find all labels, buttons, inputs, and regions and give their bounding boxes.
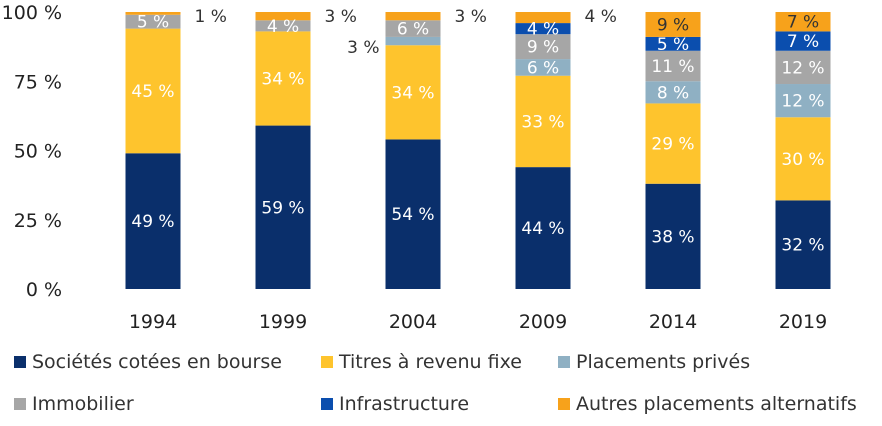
y-tick-label: 25 %	[14, 210, 62, 232]
legend-label: Placements privés	[576, 351, 750, 373]
bar-segment	[385, 20, 441, 37]
bar-segment	[385, 139, 441, 289]
y-tick-label: 0 %	[26, 279, 62, 301]
bars	[125, 12, 831, 289]
data-label: 3 %	[347, 38, 379, 58]
bar-segment	[125, 14, 181, 29]
data-label: 45 %	[131, 82, 174, 102]
data-label: 9 %	[657, 15, 689, 35]
data-label: 4 %	[585, 7, 617, 27]
data-label: 34 %	[391, 83, 434, 103]
data-label: 6 %	[397, 20, 429, 40]
bar-segment	[775, 117, 831, 201]
data-label: 3 %	[325, 7, 357, 27]
bar-segment	[515, 167, 571, 289]
data-label: 44 %	[521, 219, 564, 239]
bar-segment	[255, 125, 311, 289]
data-label: 33 %	[521, 112, 564, 132]
data-label: 49 %	[131, 212, 174, 232]
bar-segment	[255, 31, 311, 126]
data-label: 30 %	[781, 150, 824, 170]
data-label: 59 %	[261, 198, 304, 218]
y-tick-label: 100 %	[2, 2, 62, 24]
bar-segment	[385, 12, 441, 21]
bar-segment	[645, 50, 701, 82]
data-label: 1 %	[195, 7, 227, 27]
bar-segment	[385, 45, 441, 140]
bar-segment	[645, 12, 701, 37]
x-tick-label: 1999	[259, 311, 307, 333]
data-label: 38 %	[651, 227, 694, 247]
legend-label: Immobilier	[32, 393, 134, 415]
data-label: 7 %	[787, 13, 819, 33]
bar-segment	[515, 59, 571, 76]
legend-item: Immobilier	[14, 393, 134, 415]
x-tick-label: 1994	[129, 311, 177, 333]
bar-segment	[645, 183, 701, 289]
data-labels: 49 % 45 % 5 % 1 % 59 % 34 % 4 % 3 % 54 % 34 % 3 % 6…	[131, 7, 824, 256]
bar-segment	[645, 81, 701, 104]
data-label: 5 %	[657, 35, 689, 55]
bar-segment	[385, 36, 441, 46]
data-label: 12 %	[781, 58, 824, 78]
x-tick-label: 2009	[519, 311, 567, 333]
legend-label: Titres à revenu fixe	[338, 351, 522, 373]
y-tick-label: 75 %	[14, 71, 62, 93]
data-label: 11 %	[651, 57, 694, 77]
data-label: 7 %	[787, 32, 819, 52]
bar-segment	[775, 50, 831, 85]
data-label: 9 %	[527, 38, 559, 58]
bar-segment	[515, 75, 571, 168]
bar-segment	[775, 12, 831, 32]
legend-item: Titres à revenu fixe	[321, 351, 522, 373]
data-label: 32 %	[781, 236, 824, 256]
legend-item: Autres placements alternatifs	[558, 393, 857, 415]
bar-segment	[775, 84, 831, 118]
bar-segment	[125, 28, 181, 154]
bar-segment	[645, 36, 701, 51]
data-label: 54 %	[391, 205, 434, 225]
data-label: 34 %	[261, 69, 304, 89]
data-label: 8 %	[657, 83, 689, 103]
x-tick-label: 2004	[389, 311, 437, 333]
data-label: 4 %	[527, 20, 559, 40]
data-label: 29 %	[651, 135, 694, 155]
legend-swatch	[321, 398, 333, 410]
legend-item: Infrastructure	[321, 393, 469, 415]
bar-segment	[125, 153, 181, 289]
legend-swatch	[14, 398, 26, 410]
bar-segment	[255, 12, 311, 21]
x-axis: 1994 1999 2004 2009 2014 2019	[129, 311, 827, 333]
x-tick-label: 2019	[779, 311, 827, 333]
legend-item: Sociétés cotées en bourse	[14, 351, 282, 373]
legend-label: Autres placements alternatifs	[576, 393, 857, 415]
legend-item: Placements privés	[558, 351, 750, 373]
data-label: 4 %	[267, 17, 299, 37]
legend: Sociétés cotées en bourse Titres à revenu…	[14, 351, 857, 415]
bar-segment	[775, 200, 831, 289]
bar-segment	[515, 23, 571, 35]
data-label: 5 %	[137, 13, 169, 33]
x-tick-label: 2014	[649, 311, 697, 333]
legend-label: Sociétés cotées en bourse	[32, 351, 282, 373]
data-label: 3 %	[455, 7, 487, 27]
bar-segment	[775, 31, 831, 51]
y-axis: 0 % 25 % 50 % 75 % 100 %	[2, 2, 62, 301]
legend-swatch	[558, 398, 570, 410]
data-label: 12 %	[781, 92, 824, 112]
bar-segment	[515, 12, 571, 24]
bar-segment	[515, 34, 571, 60]
legend-swatch	[321, 356, 333, 368]
y-tick-label: 50 %	[14, 141, 62, 163]
legend-swatch	[558, 356, 570, 368]
bar-segment	[125, 12, 181, 15]
legend-swatch	[14, 356, 26, 368]
bar-segment	[255, 20, 311, 32]
bar-segment	[645, 103, 701, 184]
data-label: 6 %	[527, 58, 559, 78]
legend-label: Infrastructure	[339, 393, 469, 415]
